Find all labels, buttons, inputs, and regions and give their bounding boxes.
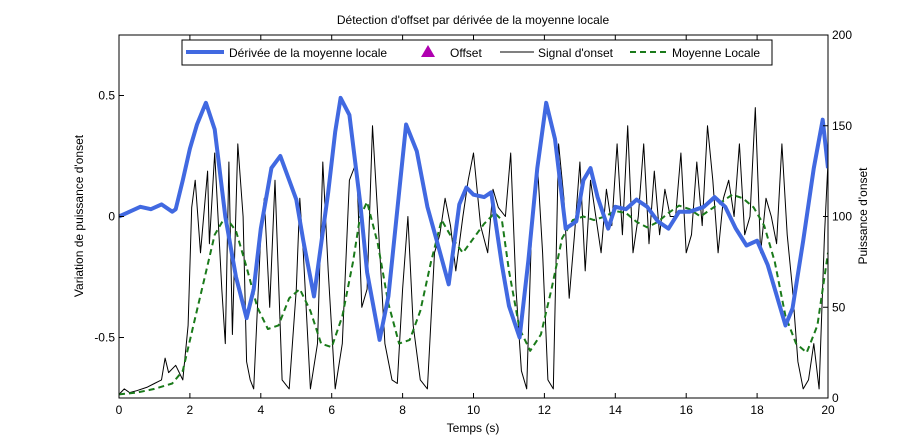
- chart-title: Détection d'offset par dérivée de la moy…: [337, 13, 610, 27]
- plot-area: [119, 35, 828, 398]
- legend-label-derivee: Dérivée de la moyenne locale: [229, 46, 387, 60]
- legend-label-signal: Signal d'onset: [538, 46, 614, 60]
- legend-box: [181, 39, 773, 66]
- y-left-tick-label: -0.5: [94, 331, 115, 345]
- x-tick-label: 14: [609, 403, 623, 417]
- y-left-axis-label: Variation de puissance d'onset: [72, 134, 86, 297]
- series-signal-line: [119, 107, 828, 395]
- legend-label-offset: Offset: [450, 46, 482, 60]
- series-moyenne-line: [119, 193, 828, 396]
- x-tick-label: 2: [187, 403, 194, 417]
- y-left-tick-label: 0.5: [98, 89, 115, 103]
- series-derivee-line: [119, 95, 828, 342]
- y-left-axis-ticks: -0.5 0 0.5: [94, 89, 124, 345]
- y-right-tick-label: 0: [832, 391, 839, 405]
- x-tick-label: 20: [821, 403, 835, 417]
- x-axis-label: Temps (s): [447, 421, 500, 435]
- x-tick-label: 18: [750, 403, 764, 417]
- y-right-tick-label: 50: [832, 300, 846, 314]
- x-tick-label: 0: [116, 403, 123, 417]
- legend: Dérivée de la moyenne locale Offset Sign…: [181, 39, 773, 66]
- y-right-tick-label: 100: [832, 210, 852, 224]
- series-layer: [119, 95, 828, 396]
- legend-swatch-offset: [421, 45, 435, 57]
- y-right-tick-label: 150: [832, 119, 852, 133]
- y-left-tick-label: 0: [108, 210, 115, 224]
- x-tick-label: 10: [467, 403, 481, 417]
- y-right-axis-ticks: 0 50 100 150 200: [823, 28, 852, 405]
- x-tick-label: 12: [538, 403, 552, 417]
- x-tick-label: 6: [328, 403, 335, 417]
- y-right-tick-label: 200: [832, 28, 852, 42]
- legend-label-moyenne: Moyenne Locale: [672, 46, 760, 60]
- x-tick-label: 8: [399, 403, 406, 417]
- x-tick-label: 4: [257, 403, 264, 417]
- y-right-axis-label: Puissance d'onset: [856, 167, 870, 265]
- x-tick-label: 16: [680, 403, 694, 417]
- x-axis-ticks: 0 2 4 6 8 10 12 14 16 18 20: [116, 35, 835, 417]
